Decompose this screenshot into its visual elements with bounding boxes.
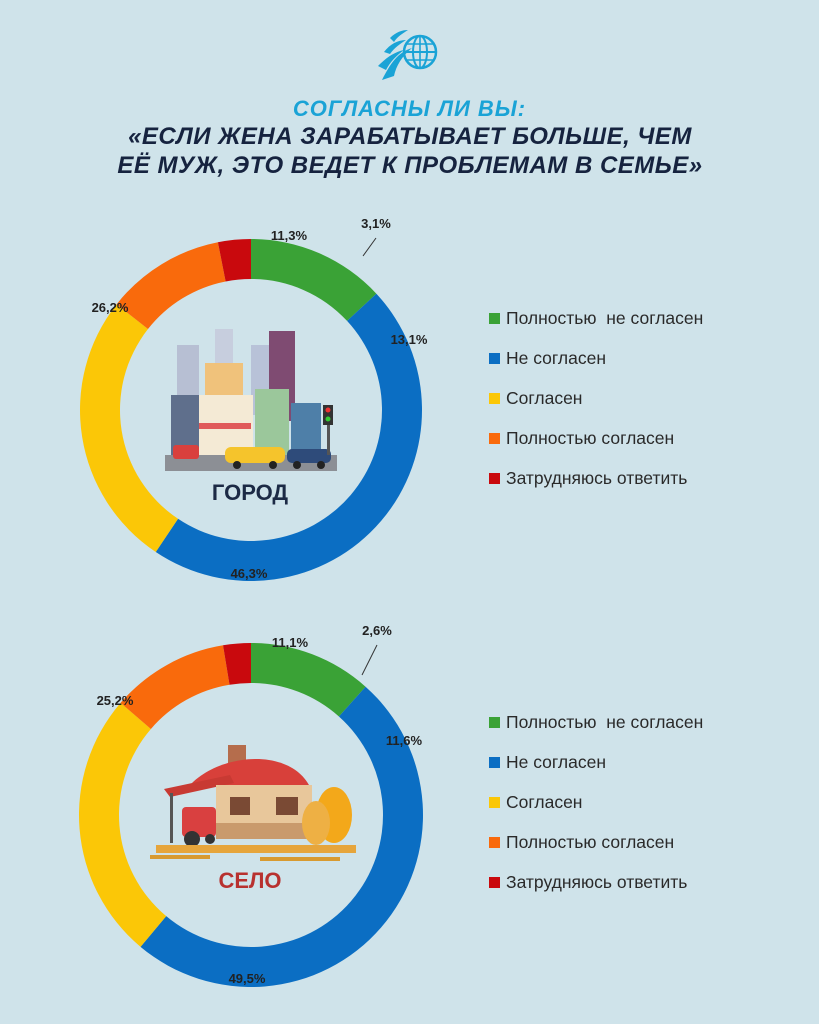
legend-swatch <box>489 392 500 404</box>
data-label-strongly-disagree: 13,1% <box>391 332 428 347</box>
leader-line <box>362 237 377 257</box>
legend-item-disagree: Не согласен <box>489 742 703 782</box>
village-donut-chart: 11,6% 49,5% 25,2% 11,1% 2,6% СЕЛО Полностью … <box>0 605 819 1020</box>
statement-line-1: «ЕСЛИ ЖЕНА ЗАРАБАТЫВАЕТ БОЛЬШЕ, ЧЕМ <box>128 123 692 150</box>
legend-label: Согласен <box>506 791 583 812</box>
donut-slice-strongly-disagree <box>251 643 366 717</box>
city-legend: Полностью не согласен Не согласен Согласен… <box>489 298 703 498</box>
legend-swatch <box>489 876 500 888</box>
legend-item-agree: Согласен <box>489 782 703 822</box>
data-label-strongly-disagree: 11,6% <box>386 733 423 748</box>
legend-item-hard-to-say: Затрудняюсь ответить <box>489 862 703 902</box>
data-label-hard-to-say: 2,6% <box>362 623 392 638</box>
legend-item-hard-to-say: Затрудняюсь ответить <box>489 458 703 498</box>
legend-swatch <box>489 312 500 324</box>
village-donut-svg: 11,6% 49,5% 25,2% 11,1% 2,6% <box>79 623 423 987</box>
statement-line-2: ЕЁ МУЖ, ЭТО ВЕДЕТ К ПРОБЛЕМАМ В СЕМЬЕ» <box>117 152 703 179</box>
city-donut-chart: 13,1% 46,3% 26,2% 11,3% 3,1% ГОРОД Полностью… <box>0 200 819 610</box>
statement-title: «ЕСЛИ ЖЕНА ЗАРАБАТЫВАЕТ БОЛЬШЕ, ЧЕМ ЕЁ М… <box>60 122 760 180</box>
legend-label: Не согласен <box>506 347 607 368</box>
donut-slice-hard-to-say <box>217 239 251 282</box>
data-label-hard-to-say: 3,1% <box>361 216 391 231</box>
legend-item-strongly-disagree: Полностью не согласен <box>489 702 703 742</box>
legend-swatch <box>489 756 500 768</box>
legend-label: Полностью согласен <box>506 427 675 448</box>
legend-item-disagree: Не согласен <box>489 338 703 378</box>
legend-item-agree: Согласен <box>489 378 703 418</box>
donut-slice-strongly-agree <box>116 242 226 330</box>
legend-label: Затрудняюсь ответить <box>506 467 688 488</box>
legend-item-strongly-disagree: Полностью не согласен <box>489 298 703 338</box>
village-legend: Полностью не согласен Не согласен Согласен… <box>489 702 703 902</box>
legend-label: Не согласен <box>506 751 607 772</box>
legend-label: Полностью согласен <box>506 831 675 852</box>
legend-swatch <box>489 472 500 484</box>
village-illustration-icon <box>150 745 356 861</box>
legend-swatch <box>489 432 500 444</box>
donut-slice-agree <box>80 304 179 553</box>
city-center-label: ГОРОД <box>211 480 289 505</box>
data-label-disagree: 46,3% <box>231 566 268 581</box>
legend-item-strongly-agree: Полностью согласен <box>489 418 703 458</box>
legend-swatch <box>489 352 500 364</box>
legend-swatch <box>489 716 500 728</box>
donut-slice-strongly-agree <box>120 645 230 729</box>
data-label-strongly-agree: 11,3% <box>271 228 308 243</box>
village-center-label: СЕЛО <box>218 868 282 893</box>
legend-label: Затрудняюсь ответить <box>506 871 688 892</box>
legend-swatch <box>489 796 500 808</box>
legend-label: Полностью не согласен <box>506 307 704 328</box>
legend-label: Полностью не согласен <box>506 711 704 732</box>
eagle-globe-logo-icon <box>378 30 438 80</box>
donut-slice-strongly-disagree <box>251 239 377 321</box>
data-label-agree: 25,2% <box>97 693 134 708</box>
leader-line <box>361 644 378 676</box>
legend-swatch <box>489 836 500 848</box>
donut-slice-agree <box>79 702 167 947</box>
legend-label: Согласен <box>506 387 583 408</box>
donut-slice-hard-to-say <box>223 643 251 685</box>
donut-slice-disagree <box>140 686 423 987</box>
data-label-disagree: 49,5% <box>229 971 266 986</box>
data-label-strongly-agree: 11,1% <box>272 635 309 650</box>
donut-slice-disagree <box>155 293 422 581</box>
city-donut-svg: 13,1% 46,3% 26,2% 11,3% 3,1% <box>80 216 428 581</box>
legend-item-strongly-agree: Полностью согласен <box>489 822 703 862</box>
data-label-agree: 26,2% <box>92 300 129 315</box>
city-illustration-icon <box>165 329 337 471</box>
question-title: СОГЛАСНЫ ЛИ ВЫ: <box>292 96 527 121</box>
